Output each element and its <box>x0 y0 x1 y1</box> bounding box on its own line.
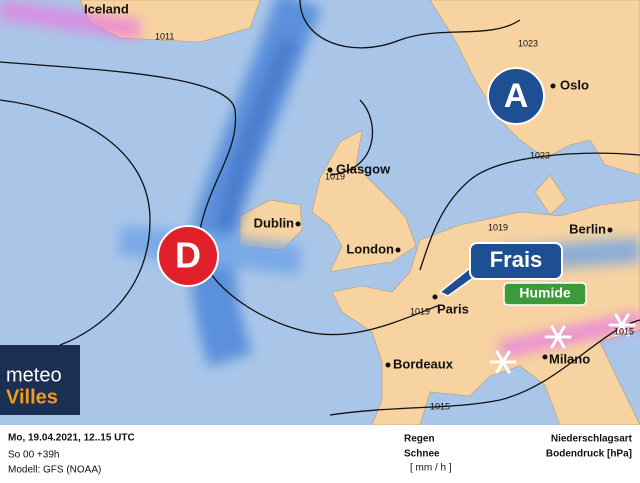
logo: meteo Villes <box>0 345 80 415</box>
pressure-label: Bodendruck [hPa] <box>546 449 632 460</box>
logo-text: Villes <box>6 386 58 408</box>
isobar-label: 1019 <box>325 171 345 181</box>
isobar-label: 1015 <box>614 326 634 336</box>
city-label: Dublin <box>254 215 294 230</box>
isobar-label: 1011 <box>155 31 174 41</box>
city-dot <box>550 83 556 89</box>
city-label: Paris <box>437 301 469 316</box>
city-dot <box>395 247 401 253</box>
callout-frais: Frais Humide <box>438 242 587 306</box>
footer-run: So 00 +39h <box>8 450 59 461</box>
isobar-label: 1015 <box>430 401 450 411</box>
pressure-high: A <box>487 67 545 125</box>
legend-rain: Regen <box>404 434 435 445</box>
pressure-low: D <box>157 225 219 287</box>
isobar-label: 1023 <box>518 38 538 48</box>
precipitation <box>0 0 640 367</box>
isobar-label: 1019 <box>488 222 508 232</box>
city-label: Iceland <box>84 1 129 16</box>
footer <box>0 425 640 478</box>
footer-model: Modell: GFS (NOAA) <box>8 465 101 476</box>
city-label: Glasgow <box>336 161 391 176</box>
city-dot <box>607 227 613 233</box>
city-label: Milano <box>549 351 590 366</box>
snowflakes <box>489 313 636 374</box>
city-dot <box>542 354 548 360</box>
city-dot <box>295 221 301 227</box>
isobar-label: 1023 <box>530 150 550 160</box>
city-label: Bordeaux <box>393 356 454 371</box>
isobar-label: 1019 <box>410 306 430 316</box>
city-dot <box>385 362 391 368</box>
city-dot <box>432 294 438 300</box>
city-dot <box>327 167 333 173</box>
city-label: Berlin <box>569 221 606 236</box>
logo-text: meteo <box>6 364 62 386</box>
footer-date: Mo, 19.04.2021, 12..15 UTC <box>8 433 135 444</box>
legend-unit: [ mm / h ] <box>410 463 452 474</box>
city-label: London <box>346 241 394 256</box>
callout-text: Frais <box>490 247 543 272</box>
legend-snow: Schnee <box>404 449 440 460</box>
pressure-label: A <box>504 77 529 115</box>
pressure-label: D <box>175 235 201 276</box>
callout-text: Humide <box>519 285 571 301</box>
city-label: Oslo <box>560 77 589 92</box>
type-label: Niederschlagsart <box>551 434 633 445</box>
